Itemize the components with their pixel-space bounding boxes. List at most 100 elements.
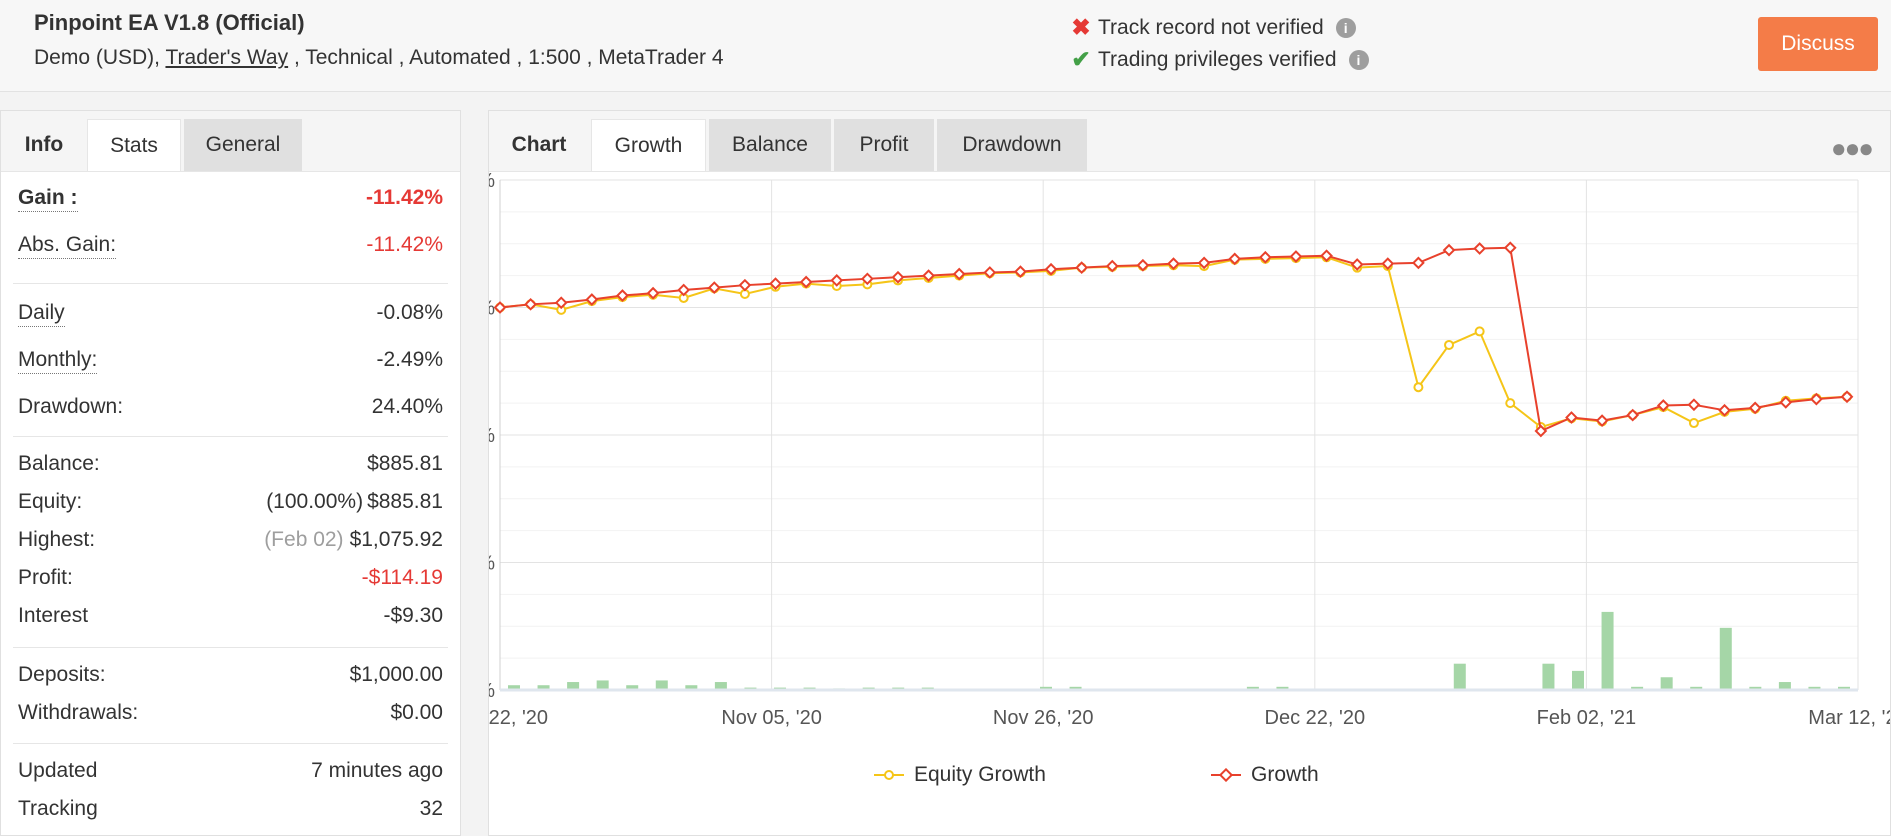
- system-title: Pinpoint EA V1.8 (Official): [34, 10, 305, 35]
- info-icon[interactable]: i: [1348, 49, 1369, 70]
- stat-interest: Interest -$9.30: [18, 604, 443, 634]
- volume-bar: [1601, 611, 1614, 690]
- data-point: [1718, 403, 1731, 417]
- stat-abs-gain: Abs. Gain: -11.42%: [18, 233, 443, 263]
- stat-label: Equity:: [18, 490, 83, 513]
- stat-label[interactable]: Abs. Gain:: [18, 233, 117, 259]
- volume-bar: [1838, 686, 1850, 690]
- series-line: [499, 256, 1848, 429]
- stat-value: (100.00%) $885.81: [266, 490, 443, 514]
- data-point: [799, 275, 813, 289]
- divider: [13, 743, 448, 744]
- stat-value: 32: [419, 797, 443, 820]
- stat-value: (Feb 02) $1,075.92: [264, 528, 443, 552]
- trading-privileges-status: ✔ Trading privileges verified i: [1070, 46, 1369, 73]
- stat-highest: Highest: (Feb 02) $1,075.92: [18, 528, 443, 558]
- stat-deposits: Deposits: $1,000.00: [18, 663, 443, 693]
- data-point: [616, 289, 629, 302]
- x-tick-label: Dec 22, '20: [1265, 707, 1366, 729]
- y-tick-label: −16%: [489, 425, 495, 447]
- stat-value: -$114.19: [361, 566, 443, 589]
- data-point: [1473, 242, 1487, 255]
- data-point: [1687, 398, 1701, 412]
- stat-withdrawals: Withdrawals: $0.00: [18, 701, 443, 731]
- stat-value: -2.49%: [376, 348, 443, 371]
- tab-balance[interactable]: Balance: [709, 119, 831, 171]
- stat-tracking: Tracking 32: [18, 797, 443, 827]
- volume-bar: [1572, 670, 1584, 690]
- data-point: [1228, 252, 1242, 266]
- data-point: [1595, 414, 1609, 428]
- discuss-button[interactable]: Discuss: [1758, 17, 1878, 71]
- highest-date: (Feb 02): [264, 528, 344, 551]
- x-tick-label: Mar 12, '21: [1808, 707, 1890, 729]
- data-point: [1779, 395, 1793, 409]
- data-point: [1014, 265, 1027, 279]
- tab-stats[interactable]: Stats: [87, 119, 181, 171]
- data-point: [1474, 326, 1485, 337]
- stat-label[interactable]: Gain :: [18, 186, 78, 212]
- tab-drawdown[interactable]: Drawdown: [937, 119, 1087, 171]
- stat-daily: Daily -0.08%: [18, 301, 443, 331]
- data-point: [1626, 408, 1640, 422]
- account-type: Demo (USD),: [34, 46, 166, 69]
- data-point: [1381, 257, 1395, 271]
- data-point: [1105, 259, 1119, 273]
- chart-panel: Chart Growth Balance Profit Drawdown ●●●…: [488, 110, 1891, 836]
- data-point: [1413, 382, 1424, 393]
- data-point: [1565, 411, 1578, 424]
- tab-growth[interactable]: Growth: [591, 119, 706, 171]
- stat-drawdown: Drawdown: 24.40%: [18, 395, 443, 425]
- info-icon[interactable]: i: [1335, 17, 1356, 38]
- data-point: [1320, 249, 1333, 263]
- stats-tabbar: Info Stats General: [1, 111, 460, 172]
- more-horizontal-icon[interactable]: ●●●: [1830, 133, 1874, 163]
- growth-chart: 16% 0% −16% −32% −48% Oct 22, '20 Nov 05, '20 N…: [489, 172, 1890, 729]
- data-point: [554, 296, 568, 310]
- stat-label: Highest:: [18, 528, 96, 551]
- stat-updated: Updated 7 minutes ago: [18, 759, 443, 789]
- stat-label: Deposits:: [18, 663, 106, 686]
- tab-general[interactable]: General: [184, 119, 302, 171]
- stat-value: 7 minutes ago: [311, 759, 443, 782]
- stat-monthly: Monthly: -2.49%: [18, 348, 443, 378]
- x-tick-label: Oct 22, '20: [489, 707, 548, 729]
- data-point: [1840, 390, 1854, 404]
- legend-equity-growth[interactable]: Equity Growth: [874, 763, 1046, 787]
- data-point: [1258, 250, 1272, 264]
- stats-panel: Info Stats General Gain : -11.42% Abs. G…: [0, 110, 461, 836]
- y-tick-label: −48%: [489, 680, 495, 702]
- volume-bar: [537, 685, 550, 690]
- data-point: [707, 281, 721, 294]
- volume-bar: [1719, 627, 1732, 690]
- stat-value: 24.40%: [371, 395, 443, 418]
- legend-equity-marker: [874, 770, 904, 780]
- data-point: [952, 267, 966, 281]
- stat-label[interactable]: Daily: [18, 301, 65, 327]
- stat-label[interactable]: Monthly:: [18, 348, 98, 374]
- x-icon: ✖: [1071, 14, 1091, 40]
- volume-bar: [1453, 663, 1466, 690]
- stat-label: Drawdown:: [18, 395, 124, 418]
- stat-value: -0.08%: [376, 301, 443, 324]
- tab-profit[interactable]: Profit: [834, 119, 934, 171]
- x-tick-label: Feb 02, '21: [1537, 707, 1636, 729]
- stat-gain: Gain : -11.42%: [18, 186, 443, 216]
- stat-equity: Equity: (100.00%) $885.81: [18, 490, 443, 520]
- data-point: [1444, 339, 1455, 350]
- volume-bar: [685, 685, 698, 690]
- legend-label: Growth: [1251, 763, 1319, 786]
- legend-growth[interactable]: Growth: [1211, 763, 1319, 787]
- data-point: [1350, 258, 1364, 271]
- check-icon: ✔: [1071, 46, 1091, 72]
- volume-bar: [1276, 686, 1289, 690]
- data-point: [1748, 401, 1762, 415]
- broker-link[interactable]: Trader's Way: [165, 46, 289, 69]
- stat-value: $885.81: [367, 452, 443, 475]
- data-point: [1503, 241, 1517, 255]
- data-point: [891, 270, 905, 284]
- data-point: [1505, 398, 1516, 409]
- stat-label: Balance:: [18, 452, 100, 475]
- data-point: [1044, 262, 1058, 276]
- stat-label: Updated: [18, 759, 98, 782]
